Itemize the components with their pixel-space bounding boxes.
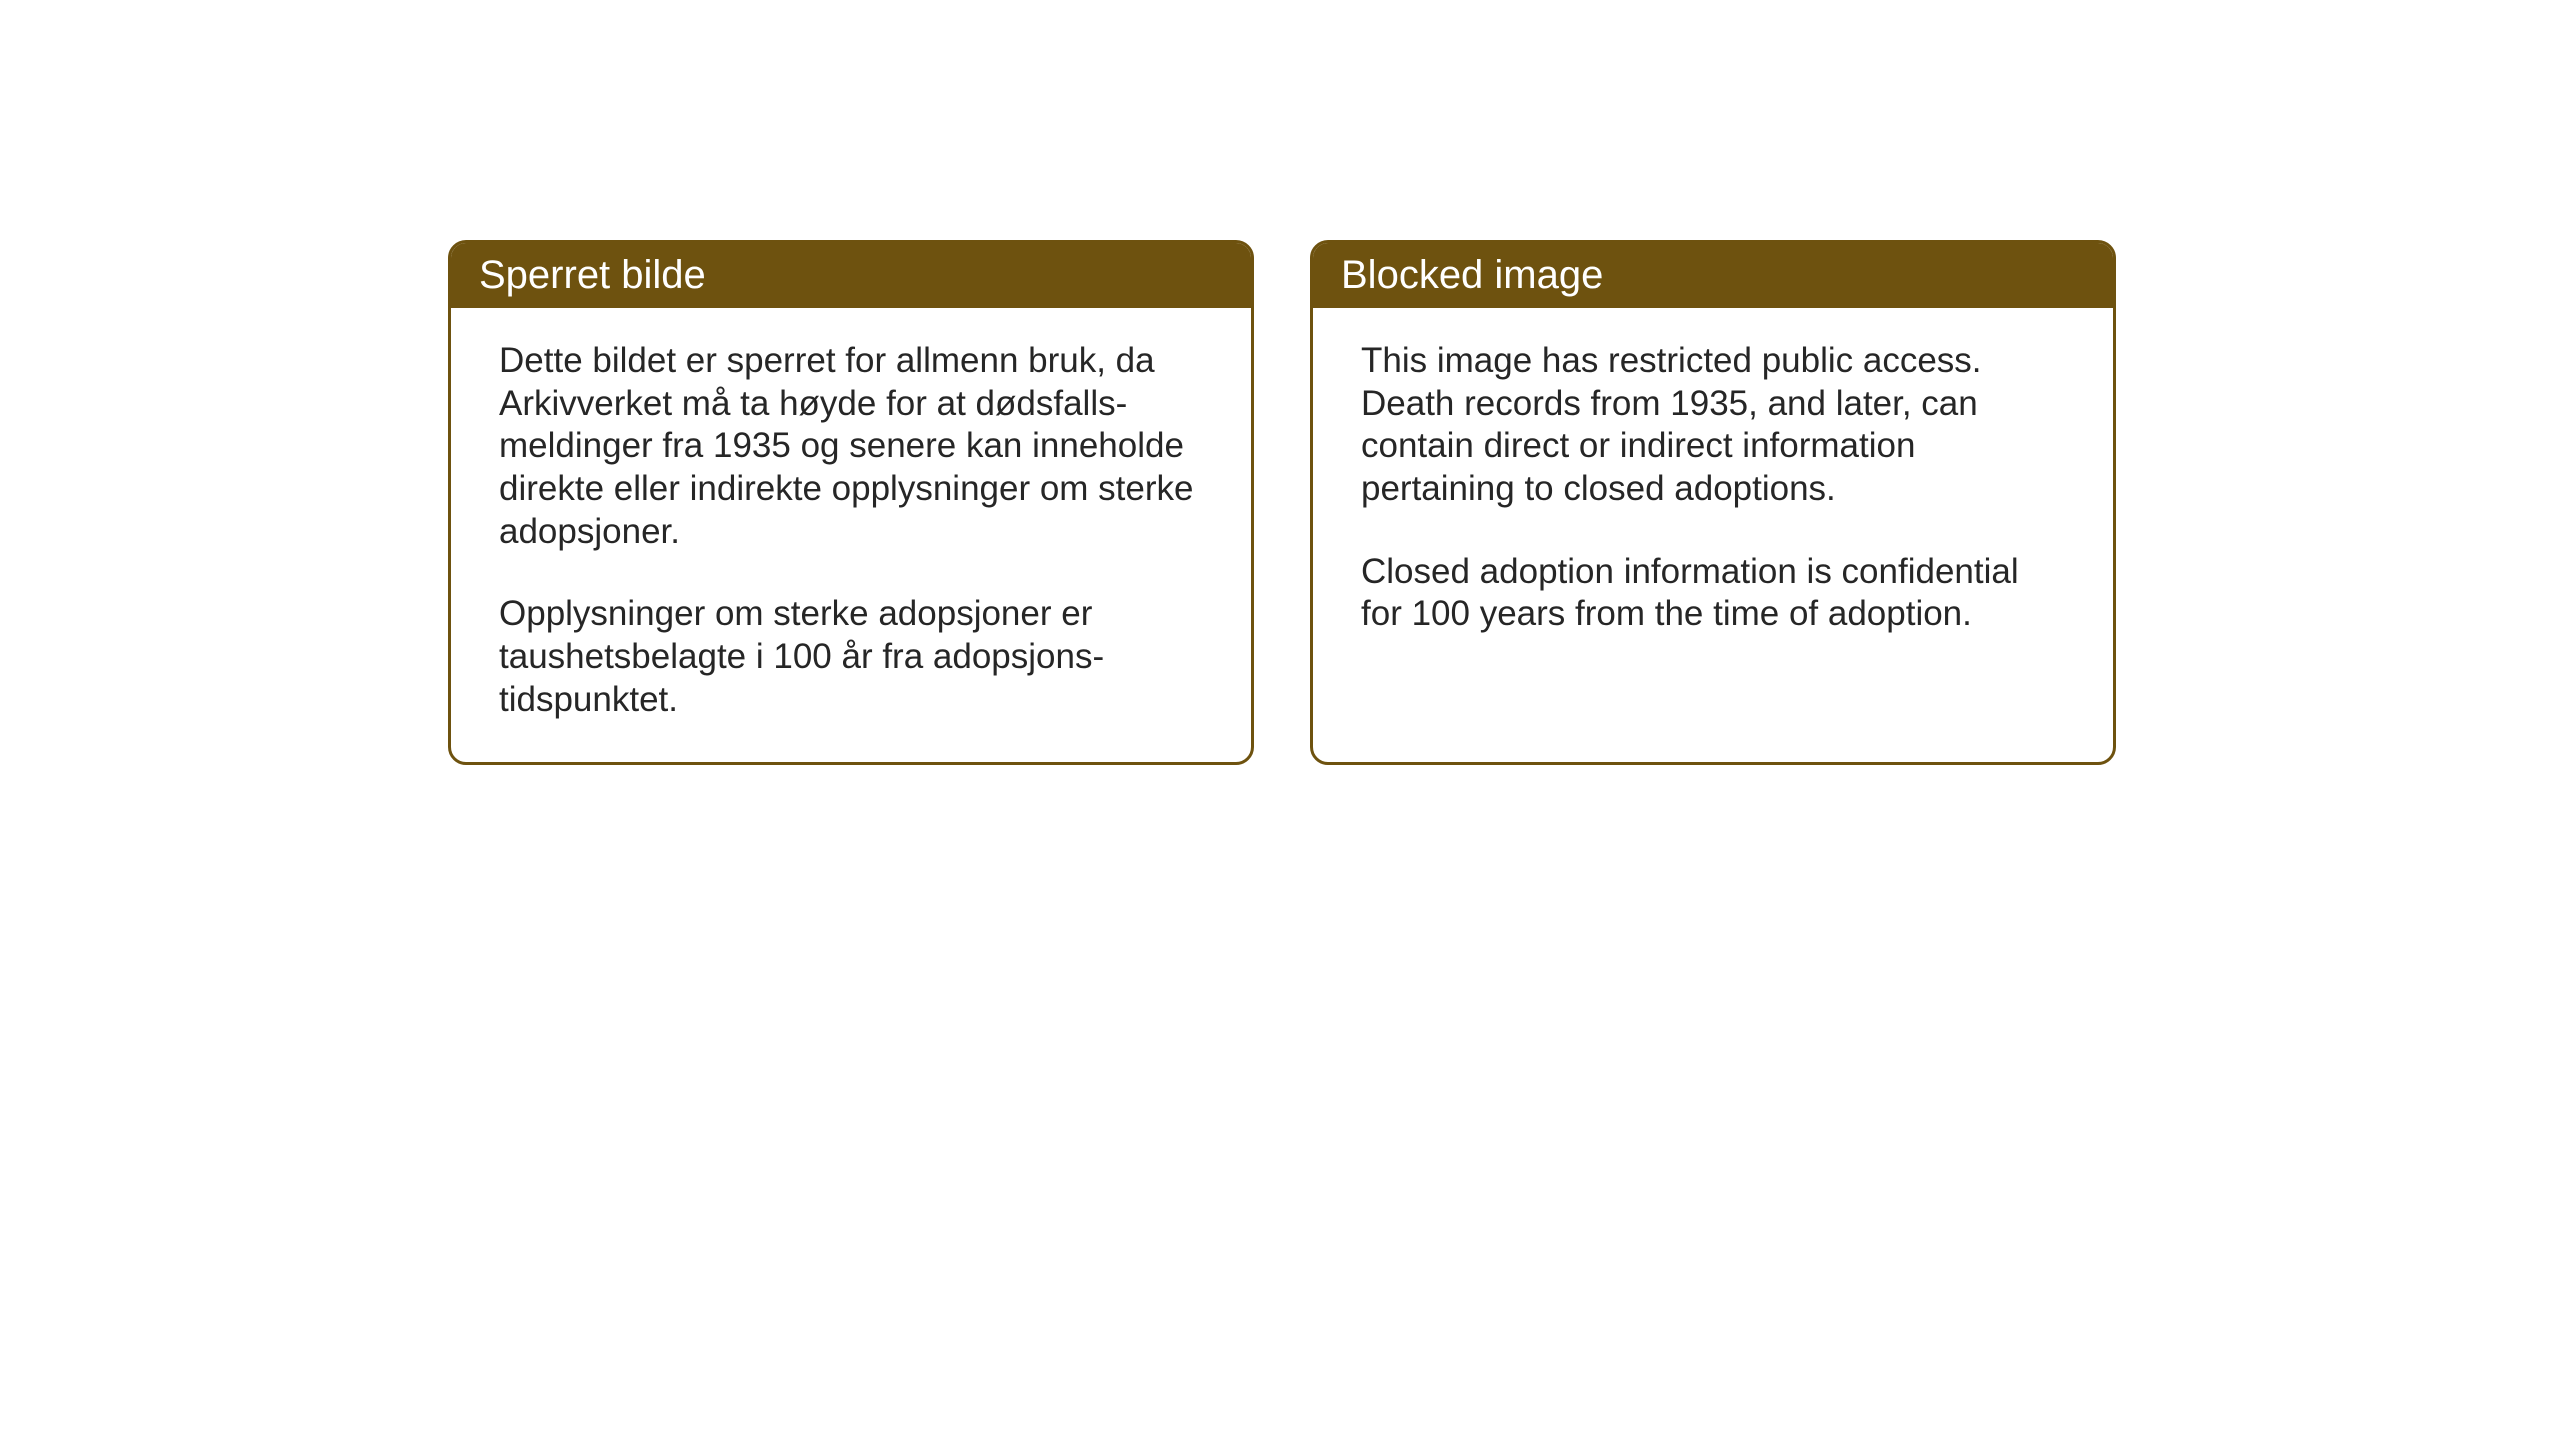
cards-container: Sperret bilde Dette bildet er sperret fo…: [448, 240, 2116, 765]
blocked-image-card-norwegian: Sperret bilde Dette bildet er sperret fo…: [448, 240, 1254, 765]
card-paragraph-2-english: Closed adoption information is confident…: [1361, 551, 2065, 636]
card-paragraph-1-norwegian: Dette bildet er sperret for allmenn bruk…: [499, 340, 1203, 553]
card-header-norwegian: Sperret bilde: [451, 243, 1251, 308]
card-paragraph-1-english: This image has restricted public access.…: [1361, 340, 2065, 511]
card-title-english: Blocked image: [1341, 253, 1603, 297]
card-body-norwegian: Dette bildet er sperret for allmenn bruk…: [451, 308, 1251, 762]
card-header-english: Blocked image: [1313, 243, 2113, 308]
blocked-image-card-english: Blocked image This image has restricted …: [1310, 240, 2116, 765]
card-paragraph-2-norwegian: Opplysninger om sterke adopsjoner er tau…: [499, 593, 1203, 721]
card-title-norwegian: Sperret bilde: [479, 253, 706, 297]
card-body-english: This image has restricted public access.…: [1313, 308, 2113, 676]
